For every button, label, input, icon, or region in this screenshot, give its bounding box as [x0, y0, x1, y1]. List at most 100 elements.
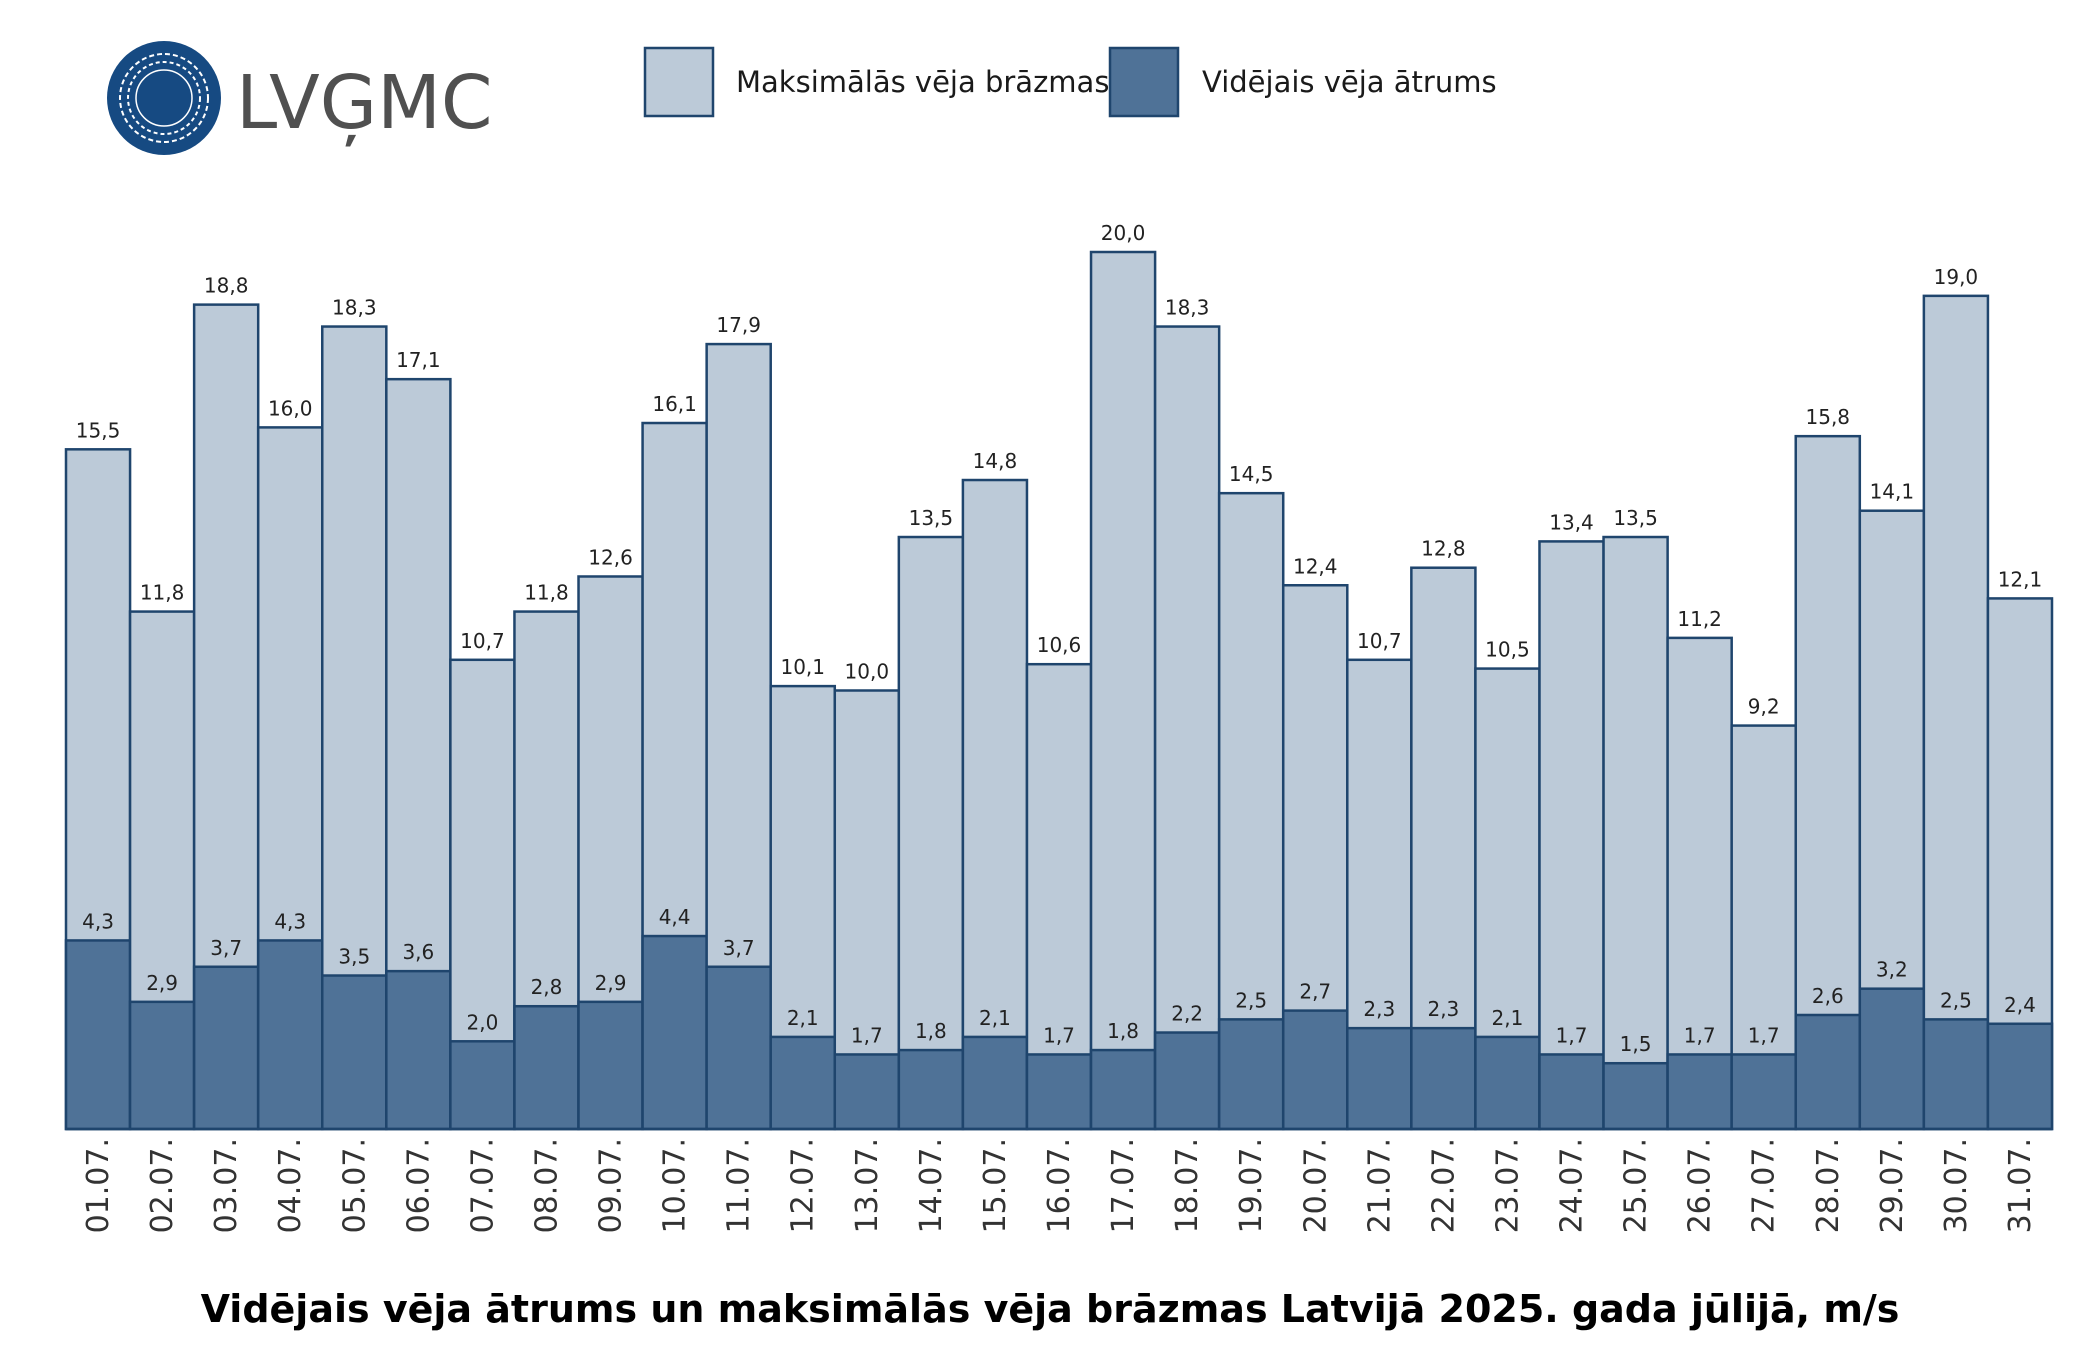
x-tick-label: 23.07.	[1490, 1138, 1525, 1233]
data-label-max-gust: 11,8	[524, 581, 569, 605]
data-label-avg-speed: 3,2	[1876, 958, 1908, 982]
data-label-avg-speed: 2,0	[467, 1010, 499, 1034]
data-label-avg-speed: 4,3	[82, 909, 114, 933]
legend-label-avg-speed: Vidējais vēja ātrums	[1202, 65, 1497, 99]
data-label-max-gust: 17,9	[716, 313, 761, 337]
x-tick-label: 16.07.	[1042, 1138, 1077, 1233]
data-label-max-gust: 14,8	[973, 449, 1018, 473]
x-tick-label: 13.07.	[850, 1138, 885, 1233]
data-label-avg-speed: 2,1	[787, 1006, 819, 1030]
bar-avg-speed	[1474, 1035, 1541, 1131]
x-tick-label: 11.07.	[722, 1138, 757, 1233]
bar-avg-speed	[641, 934, 708, 1131]
x-tick-label: 24.07.	[1555, 1138, 1590, 1233]
data-label-max-gust: 11,8	[140, 581, 185, 605]
x-tick-label: 31.07.	[2003, 1138, 2038, 1233]
data-label-avg-speed: 1,7	[1684, 1023, 1716, 1047]
data-label-max-gust: 20,0	[1101, 221, 1146, 245]
bar-avg-speed	[1538, 1053, 1605, 1131]
data-label-max-gust: 10,0	[845, 660, 890, 684]
data-label-max-gust: 19,0	[1934, 265, 1979, 289]
bar-avg-speed	[192, 965, 260, 1131]
data-label-avg-speed: 2,4	[2004, 993, 2036, 1017]
data-label-max-gust: 15,8	[1806, 405, 1851, 429]
data-label-avg-speed: 1,7	[1043, 1023, 1075, 1047]
data-label-avg-speed: 1,5	[1620, 1032, 1652, 1056]
data-label-max-gust: 13,5	[1613, 506, 1658, 530]
x-tick-label: 03.07.	[209, 1138, 244, 1233]
data-label-max-gust: 11,2	[1677, 607, 1722, 631]
data-label-max-gust: 12,8	[1421, 537, 1466, 561]
x-tick-label: 14.07.	[914, 1138, 949, 1233]
x-tick-label: 18.07.	[1170, 1138, 1205, 1233]
x-tick-label: 09.07.	[594, 1138, 629, 1233]
x-tick-label: 19.07.	[1234, 1138, 1269, 1233]
bar-avg-speed	[1986, 1022, 2054, 1131]
x-tick-label: 05.07.	[337, 1138, 372, 1233]
bar-avg-speed	[897, 1048, 965, 1131]
legend-swatch-max-gusts	[643, 46, 715, 118]
bar-max-gust	[1089, 250, 1157, 1131]
data-label-max-gust: 12,1	[1998, 567, 2043, 591]
bar-avg-speed	[1153, 1031, 1221, 1131]
bar-avg-speed	[1217, 1018, 1285, 1131]
data-label-avg-speed: 4,4	[659, 905, 691, 929]
data-labels: 15,5 4,3 11,8 2,9 18,8 3,7 16,0 4,3 18,3 3,5 17,1 3…	[76, 221, 2042, 1056]
bar-avg-speed	[705, 965, 772, 1131]
bar-avg-speed	[449, 1040, 516, 1131]
bar-avg-speed	[321, 974, 388, 1131]
logo-ring-icon	[135, 69, 193, 127]
bar-avg-speed	[385, 969, 452, 1131]
bar-avg-speed	[1730, 1053, 1797, 1131]
bar-avg-speed	[1410, 1026, 1477, 1131]
bar-avg-speed	[1281, 1009, 1349, 1131]
data-label-max-gust: 9,2	[1748, 695, 1780, 719]
data-label-avg-speed: 1,7	[851, 1023, 883, 1047]
x-tick-label: 26.07.	[1683, 1138, 1718, 1233]
data-label-max-gust: 16,0	[268, 396, 313, 420]
data-label-max-gust: 13,5	[909, 506, 954, 530]
data-label-avg-speed: 4,3	[274, 909, 306, 933]
data-label-avg-speed: 2,1	[979, 1006, 1011, 1030]
data-label-max-gust: 18,8	[204, 274, 249, 298]
data-label-avg-speed: 2,3	[1427, 997, 1459, 1021]
data-label-avg-speed: 1,8	[1107, 1019, 1139, 1043]
bar-avg-speed	[1025, 1053, 1093, 1131]
data-label-max-gust: 10,7	[1357, 629, 1402, 653]
data-label-avg-speed: 2,9	[595, 971, 627, 995]
bar-max-gust	[961, 478, 1029, 1131]
bar-avg-speed	[1666, 1053, 1733, 1131]
data-label-avg-speed: 3,6	[402, 940, 434, 964]
bar-avg-speed	[256, 939, 324, 1131]
bar-avg-speed	[513, 1004, 580, 1131]
x-tick-label: 08.07.	[529, 1138, 564, 1233]
data-label-max-gust: 10,5	[1485, 638, 1530, 662]
bar-avg-speed	[1858, 987, 1926, 1131]
data-label-max-gust: 15,5	[76, 418, 121, 442]
data-label-avg-speed: 3,5	[338, 945, 370, 969]
bar-max-gust	[1666, 636, 1733, 1131]
bar-avg-speed	[1602, 1061, 1669, 1131]
x-tick-label: 15.07.	[978, 1138, 1013, 1233]
bar-max-gust	[1794, 434, 1862, 1131]
x-tick-label: 01.07.	[81, 1138, 116, 1233]
data-label-avg-speed: 1,7	[1748, 1023, 1780, 1047]
data-label-avg-speed: 2,1	[1492, 1006, 1524, 1030]
data-label-avg-speed: 2,5	[1940, 988, 1972, 1012]
data-label-max-gust: 12,4	[1293, 554, 1338, 578]
logo-text: LVĢMC	[236, 60, 493, 147]
x-tick-label: 27.07.	[1747, 1138, 1782, 1233]
data-label-max-gust: 16,1	[652, 392, 697, 416]
legend-label-max-gusts: Maksimālās vēja brāzmas	[736, 65, 1109, 99]
data-label-avg-speed: 2,7	[1299, 980, 1331, 1004]
data-label-avg-speed: 3,7	[723, 936, 755, 960]
bar-avg-speed	[1089, 1048, 1157, 1131]
bar-avg-speed	[1346, 1026, 1413, 1131]
plot-area	[64, 250, 2054, 1131]
bar-avg-speed	[64, 939, 132, 1131]
x-tick-label: 07.07.	[465, 1138, 500, 1233]
x-tick-label: 06.07.	[401, 1138, 436, 1233]
data-label-avg-speed: 1,7	[1556, 1023, 1588, 1047]
data-label-avg-speed: 1,8	[915, 1019, 947, 1043]
